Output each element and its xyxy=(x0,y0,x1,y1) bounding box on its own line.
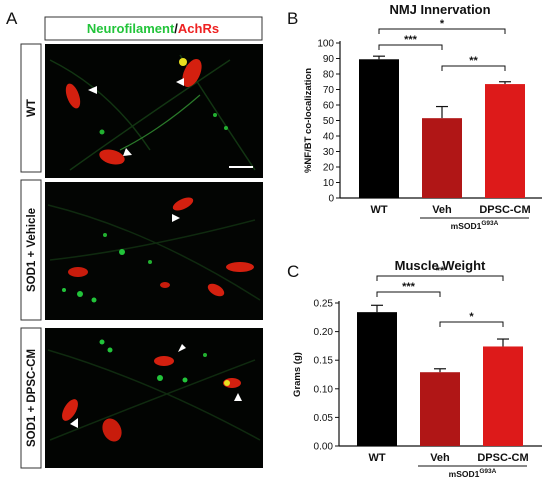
row-label-vehicle: SOD1 + Vehicle xyxy=(26,208,38,292)
x-category-label: WT xyxy=(370,204,387,216)
arrowhead-icon xyxy=(178,344,186,352)
significance-label: *** xyxy=(404,34,418,46)
significance-bracket xyxy=(441,65,506,71)
y-tick-label: 100 xyxy=(317,39,334,50)
x-category-label: DPSC-CM xyxy=(479,204,530,216)
group-label-base: mSOD1 xyxy=(449,469,480,479)
significance-label: * xyxy=(440,18,445,30)
y-tick-label: 60 xyxy=(323,101,335,112)
y-tick-label: 50 xyxy=(323,116,335,127)
significance-bracket xyxy=(378,28,506,34)
chart-muscle-weight: Muscle Weight Grams (g) 0.00 0.05 0.10 0.15 0.… xyxy=(292,258,542,479)
bar-dpsc-cm xyxy=(483,346,523,446)
significance-bracket xyxy=(439,321,504,327)
significance-label: * xyxy=(469,311,474,323)
y-tick-label: 0.25 xyxy=(314,299,334,310)
micrograph-dpsc xyxy=(45,328,263,468)
bar-veh xyxy=(420,372,460,446)
y-tick-label: 40 xyxy=(323,132,335,143)
row-label-box-vehicle xyxy=(20,179,42,321)
panel-b-letter: B xyxy=(287,9,298,28)
legend-separator: / xyxy=(174,21,178,36)
y-tick-label: 70 xyxy=(323,85,335,96)
arrowhead-icon xyxy=(88,86,97,94)
group-label-superscript: G93A xyxy=(481,220,498,227)
chart-title: NMJ Innervation xyxy=(389,2,490,17)
group-label: mSOD1G93A xyxy=(451,220,499,231)
bar-wt xyxy=(357,312,397,446)
x-category-label: Veh xyxy=(432,204,452,216)
arrowhead-icon xyxy=(123,148,132,156)
row-label-box-dpsc xyxy=(20,327,42,469)
y-tick-label: 10 xyxy=(323,178,335,189)
chart-title: Muscle Weight xyxy=(395,258,486,273)
micrograph-vehicle xyxy=(45,182,263,320)
row-label-box-wt xyxy=(20,43,42,173)
y-tick-label: 30 xyxy=(323,147,335,158)
arrowhead-icon xyxy=(234,393,242,401)
y-tick-label: 20 xyxy=(323,163,335,174)
group-label-superscript: G93A xyxy=(479,468,496,475)
group-label: mSOD1G93A xyxy=(449,468,497,479)
significance-bracket xyxy=(378,44,443,50)
group-label-base: mSOD1 xyxy=(451,221,482,231)
y-tick-label: 0.15 xyxy=(314,356,334,367)
row-label-wt: WT xyxy=(26,99,38,117)
y-tick-label: 90 xyxy=(323,54,335,65)
y-axis-label: %NF/BT co-localization xyxy=(303,68,314,173)
y-tick-label: 0.10 xyxy=(314,384,334,395)
panel-a-legend-box xyxy=(44,16,263,41)
significance-label: ** xyxy=(469,55,478,67)
y-tick-label: 0.00 xyxy=(314,442,334,453)
x-category-label: Veh xyxy=(430,452,450,464)
arrowhead-icon xyxy=(172,214,180,222)
panel-a-letter: A xyxy=(6,9,18,28)
legend-neurofilament: Neurofilament xyxy=(87,21,175,36)
panel-c-letter: C xyxy=(287,262,299,281)
bar-wt xyxy=(359,59,399,199)
row-label-dpsc: SOD1 + DPSC-CM xyxy=(26,349,38,447)
y-tick-label: 0.20 xyxy=(314,327,334,338)
bar-dpsc-cm xyxy=(485,84,525,198)
y-tick-label: 80 xyxy=(323,70,335,81)
arrowhead-icon xyxy=(70,418,78,428)
significance-label: ** xyxy=(436,265,445,277)
significance-bracket xyxy=(376,291,441,297)
arrowhead-icon xyxy=(176,78,184,86)
bar-veh xyxy=(422,118,462,198)
y-tick-label: 0.05 xyxy=(314,413,334,424)
significance-label: *** xyxy=(402,281,416,293)
significance-bracket xyxy=(376,275,504,281)
x-category-label: DPSC-CM xyxy=(477,452,528,464)
chart-nmj-innervation: NMJ Innervation %NF/BT co-localization 0 10… xyxy=(303,2,542,231)
y-axis-label: Grams (g) xyxy=(292,352,303,397)
y-tick-label: 0 xyxy=(328,194,334,205)
scale-bar xyxy=(229,166,253,168)
x-category-label: WT xyxy=(368,452,385,464)
micrograph-wt xyxy=(45,44,263,178)
panel-a-legend: Neurofilament/AchRs xyxy=(87,21,219,36)
legend-achrs: AchRs xyxy=(178,21,219,36)
